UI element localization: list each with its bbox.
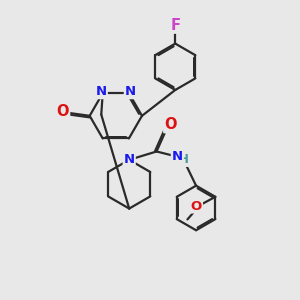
Text: O: O	[191, 200, 202, 212]
Text: F: F	[170, 18, 180, 33]
Text: N: N	[172, 150, 183, 163]
Text: O: O	[164, 117, 177, 132]
Text: O: O	[57, 104, 69, 119]
Text: H: H	[179, 153, 189, 166]
Text: N: N	[124, 153, 135, 166]
Text: N: N	[96, 85, 107, 98]
Text: N: N	[125, 85, 136, 98]
